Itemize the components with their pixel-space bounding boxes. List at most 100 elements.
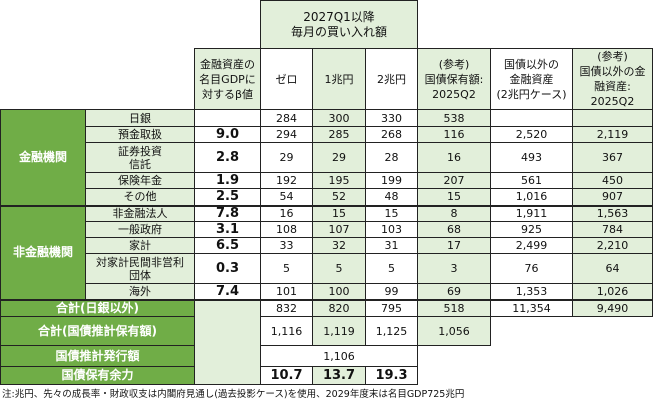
cell: [572, 109, 653, 127]
beta-value: 0.3: [194, 253, 261, 284]
cell: 16: [417, 142, 491, 173]
cell: 561: [490, 172, 573, 189]
cell: 907: [572, 188, 653, 206]
footnote: 注:兆円、先々の成長率・財政収支は内閣府見通し(過去投影ケース)を使用、2029…: [2, 389, 465, 400]
cell: 285: [312, 126, 366, 143]
cell: 15: [365, 204, 418, 222]
row-label: その他: [85, 188, 195, 206]
cell: 29: [312, 142, 366, 173]
cell: 284: [260, 109, 313, 127]
cell: 107: [312, 221, 366, 238]
beta-header: 金融資産の 名目GDPに 対するβ値: [194, 48, 261, 110]
cell: 28: [365, 142, 418, 173]
cell: 2,499: [490, 237, 573, 254]
group-non-financial: 非金融機関: [0, 204, 86, 300]
cell: 925: [490, 221, 573, 238]
cell: [490, 109, 573, 127]
cell: 9,490: [572, 298, 653, 317]
beta-value: 7.8: [194, 204, 261, 222]
cell: 2,210: [572, 237, 653, 254]
cell: 64: [572, 253, 653, 284]
cell: 32: [312, 237, 366, 254]
row-label: 海外: [85, 283, 195, 300]
cell: 31: [365, 237, 418, 254]
cell: 1,026: [572, 283, 653, 300]
row-label: 日銀: [85, 109, 195, 127]
cell: 15: [312, 204, 366, 222]
cell: 54: [260, 188, 313, 206]
cell: 69: [417, 283, 491, 300]
issuance-value: 1,106: [260, 345, 418, 367]
cell: 493: [490, 142, 573, 173]
cell: 1,125: [365, 316, 418, 346]
issuance-label: 国債推計発行額: [0, 345, 195, 367]
cell: 29: [260, 142, 313, 173]
cell: 784: [572, 221, 653, 238]
cell: 1,119: [312, 316, 366, 346]
cell: 68: [417, 221, 491, 238]
jgb-holdings-table: 2027Q1以降 毎月の買い入れ額 金融資産の 名目GDPに 対するβ値 ゼロ …: [0, 0, 653, 385]
beta-value: 3.1: [194, 221, 261, 238]
cell: 48: [365, 188, 418, 206]
row-label: 預金取扱: [85, 126, 195, 143]
row-label: 家計: [85, 237, 195, 254]
cell: 300: [312, 109, 366, 127]
cell: 101: [260, 283, 313, 300]
cell: 3: [417, 253, 491, 284]
cell: 1,353: [490, 283, 573, 300]
beta-value: 2.5: [194, 188, 261, 206]
cell: 10.7: [260, 366, 313, 385]
cell: 832: [260, 298, 313, 317]
cell: 76: [490, 253, 573, 284]
cell: 294: [260, 126, 313, 143]
capacity-label: 国債保有余力: [0, 366, 195, 385]
cell: 1,016: [490, 188, 573, 206]
cell: 99: [365, 283, 418, 300]
ref-holdings-header: (参考) 国債保有額: 2025Q2: [417, 48, 491, 110]
row-label: 保険年金: [85, 172, 195, 189]
cell: 2,119: [572, 126, 653, 143]
cell: 5: [260, 253, 313, 284]
beta-value: [194, 109, 261, 127]
cell: 330: [365, 109, 418, 127]
beta-blank: [194, 298, 261, 385]
cell: 192: [260, 172, 313, 189]
cell: 103: [365, 221, 418, 238]
total-est-holdings-label: 合計(国債推計保有額): [0, 316, 195, 346]
two-trillion-header: 2兆円: [365, 48, 418, 110]
beta-value: 1.9: [194, 172, 261, 189]
cell: 820: [312, 298, 366, 317]
cell: 8: [417, 204, 491, 222]
ref-non-jgb-header: (参考) 国債以外の金 融資産: 2025Q2: [572, 48, 653, 110]
row-label: 対家計民間非営利 団体: [85, 253, 195, 284]
cell: 195: [312, 172, 366, 189]
cell: 13.7: [312, 366, 366, 385]
row-label: 一般政府: [85, 221, 195, 238]
total-ex-boj-label: 合計(日銀以外): [0, 298, 195, 317]
beta-value: 6.5: [194, 237, 261, 254]
cell: 518: [417, 298, 491, 317]
cell: 367: [572, 142, 653, 173]
beta-value: 7.4: [194, 283, 261, 300]
cell: 16: [260, 204, 313, 222]
row-label: 証券投資 信託: [85, 142, 195, 173]
cell: 268: [365, 126, 418, 143]
cell: 1,563: [572, 204, 653, 222]
cell: 538: [417, 109, 491, 127]
beta-value: 9.0: [194, 126, 261, 143]
cell: 1,116: [260, 316, 313, 346]
zero-header: ゼロ: [260, 48, 313, 110]
cell: 2,520: [490, 126, 573, 143]
cell: 5: [312, 253, 366, 284]
cell: 52: [312, 188, 366, 206]
cell: 33: [260, 237, 313, 254]
cell: 1,911: [490, 204, 573, 222]
cell: 19.3: [365, 366, 418, 385]
cell: 17: [417, 237, 491, 254]
cell: 116: [417, 126, 491, 143]
cell: 1,056: [417, 316, 491, 346]
cell: 108: [260, 221, 313, 238]
cell: 795: [365, 298, 418, 317]
row-label: 非金融法人: [85, 204, 195, 222]
period-header: 2027Q1以降 毎月の買い入れ額: [260, 0, 418, 49]
